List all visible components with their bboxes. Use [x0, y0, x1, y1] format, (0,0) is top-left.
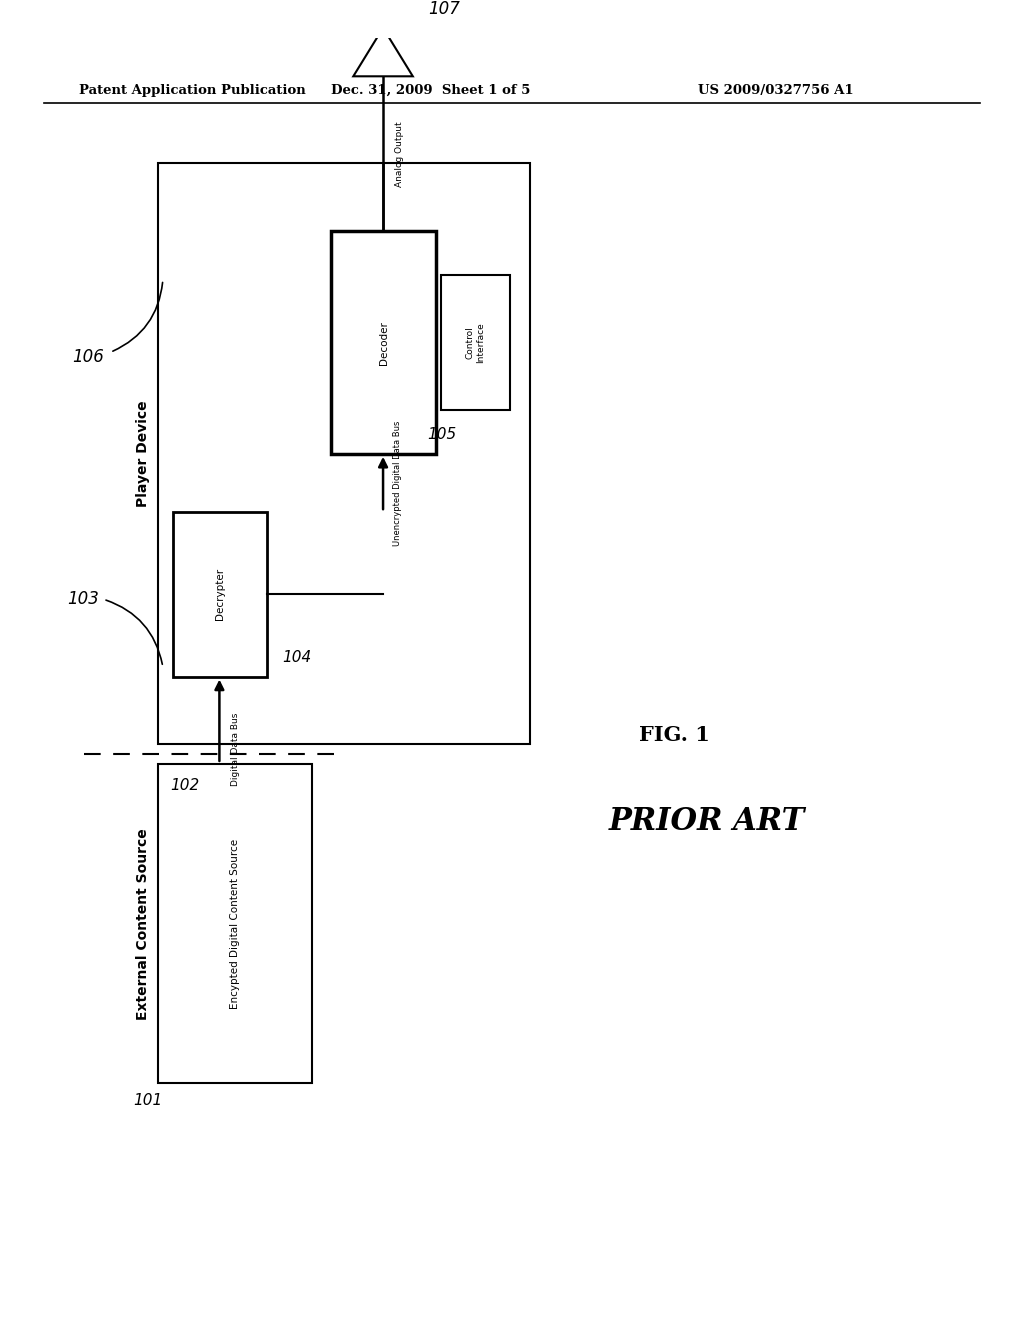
- Bar: [173, 512, 267, 677]
- Polygon shape: [353, 28, 413, 77]
- Bar: [158, 764, 311, 1084]
- Text: PRIOR ART: PRIOR ART: [609, 807, 806, 837]
- Bar: [158, 164, 529, 744]
- Text: Unencrypted Digital Data Bus: Unencrypted Digital Data Bus: [393, 420, 402, 545]
- Text: Analog Output: Analog Output: [395, 121, 403, 186]
- Text: Digital Data Bus: Digital Data Bus: [231, 713, 241, 785]
- Text: Patent Application Publication: Patent Application Publication: [79, 84, 305, 98]
- Text: 105: 105: [428, 428, 457, 442]
- Text: 106: 106: [73, 348, 104, 366]
- Text: Dec. 31, 2009  Sheet 1 of 5: Dec. 31, 2009 Sheet 1 of 5: [331, 84, 530, 98]
- Text: 104: 104: [282, 649, 311, 665]
- Text: FIG. 1: FIG. 1: [639, 725, 710, 744]
- Bar: [440, 275, 510, 411]
- Text: Control
Interface: Control Interface: [466, 322, 485, 363]
- Bar: [332, 231, 435, 454]
- Text: External Content Source: External Content Source: [136, 828, 151, 1019]
- Text: Encypted Digital Content Source: Encypted Digital Content Source: [229, 838, 240, 1008]
- Text: 103: 103: [68, 590, 99, 609]
- Text: Decrypter: Decrypter: [215, 569, 225, 620]
- Text: 102: 102: [170, 779, 200, 793]
- Text: 101: 101: [133, 1093, 163, 1107]
- Text: Player Device: Player Device: [136, 401, 151, 507]
- Text: US 2009/0327756 A1: US 2009/0327756 A1: [698, 84, 854, 98]
- Text: Decoder: Decoder: [379, 321, 388, 364]
- Text: 107: 107: [428, 0, 460, 18]
